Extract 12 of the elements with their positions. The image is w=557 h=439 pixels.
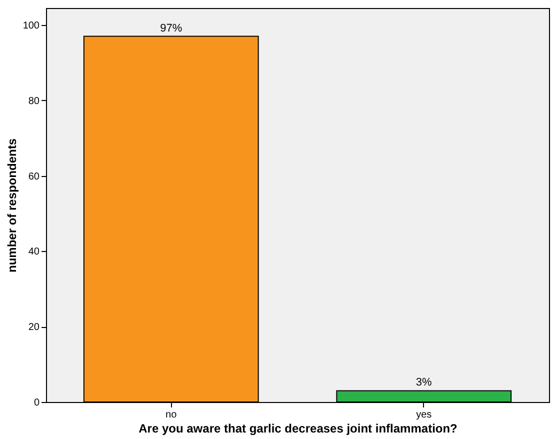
y-tick-label: 100 — [22, 20, 40, 32]
y-tick-label: 0 — [34, 398, 40, 408]
y-tick-label: 40 — [28, 246, 40, 258]
y-tick-label: 60 — [28, 171, 40, 182]
data-label: 3% — [416, 376, 432, 389]
x-axis-title: Are you aware that garlic decreases joint inflammation? — [138, 422, 458, 436]
y-axis-title: number of respondents — [4, 138, 19, 273]
x-tick-label: no — [166, 410, 178, 420]
data-label: 97% — [160, 22, 182, 34]
y-tick-label: 80 — [28, 96, 40, 107]
y-tick-label: 20 — [28, 322, 40, 334]
x-tick-label: yes — [416, 410, 432, 420]
